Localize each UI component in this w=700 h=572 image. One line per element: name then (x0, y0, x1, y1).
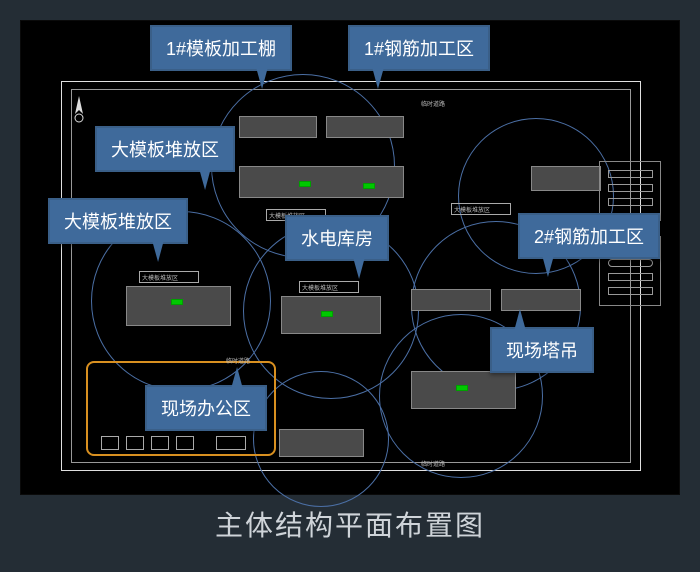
callout-label: 1#钢筋加工区 (350, 27, 488, 69)
building (531, 166, 601, 191)
storage-label: 大模板堆放区 (302, 283, 338, 292)
legend-panel (599, 161, 661, 221)
callout-formwork-shed-1: 1#模板加工棚 (150, 25, 292, 71)
office-unit (216, 436, 246, 450)
building (279, 429, 364, 457)
building (326, 116, 404, 138)
callout-label: 大模板堆放区 (50, 200, 186, 242)
callout-label: 现场塔吊 (492, 329, 592, 371)
road-label: 临时道路 (421, 459, 445, 468)
office-unit (176, 436, 194, 450)
office-unit (101, 436, 119, 450)
building (239, 116, 317, 138)
callout-label: 大模板堆放区 (97, 128, 233, 170)
callout-label: 现场办公区 (147, 387, 265, 429)
callout-label: 水电库房 (287, 217, 387, 259)
north-compass-icon (71, 96, 87, 124)
callout-large-formwork-a: 大模板堆放区 (95, 126, 235, 172)
green-marker (321, 311, 333, 317)
building (501, 289, 581, 311)
callout-mep-warehouse: 水电库房 (285, 215, 389, 261)
road-label: 临时道路 (421, 99, 445, 108)
callout-rebar-area-2: 2#钢筋加工区 (518, 213, 660, 259)
office-unit (126, 436, 144, 450)
green-marker (456, 385, 468, 391)
callout-large-formwork-b: 大模板堆放区 (48, 198, 188, 244)
callout-site-office: 现场办公区 (145, 385, 267, 431)
building (411, 289, 491, 311)
green-marker (299, 181, 311, 187)
storage-label: 大模板堆放区 (454, 205, 490, 214)
building (126, 286, 231, 326)
storage-label: 大模板堆放区 (142, 273, 178, 282)
callout-rebar-area-1: 1#钢筋加工区 (348, 25, 490, 71)
figure-caption: 主体结构平面布置图 (0, 504, 700, 544)
callout-tower-crane: 现场塔吊 (490, 327, 594, 373)
green-marker (363, 183, 375, 189)
office-unit (151, 436, 169, 450)
green-marker (171, 299, 183, 305)
road-label: 临时道路 (226, 356, 250, 365)
callout-label: 1#模板加工棚 (152, 27, 290, 69)
building (239, 166, 404, 198)
callout-label: 2#钢筋加工区 (520, 215, 658, 257)
